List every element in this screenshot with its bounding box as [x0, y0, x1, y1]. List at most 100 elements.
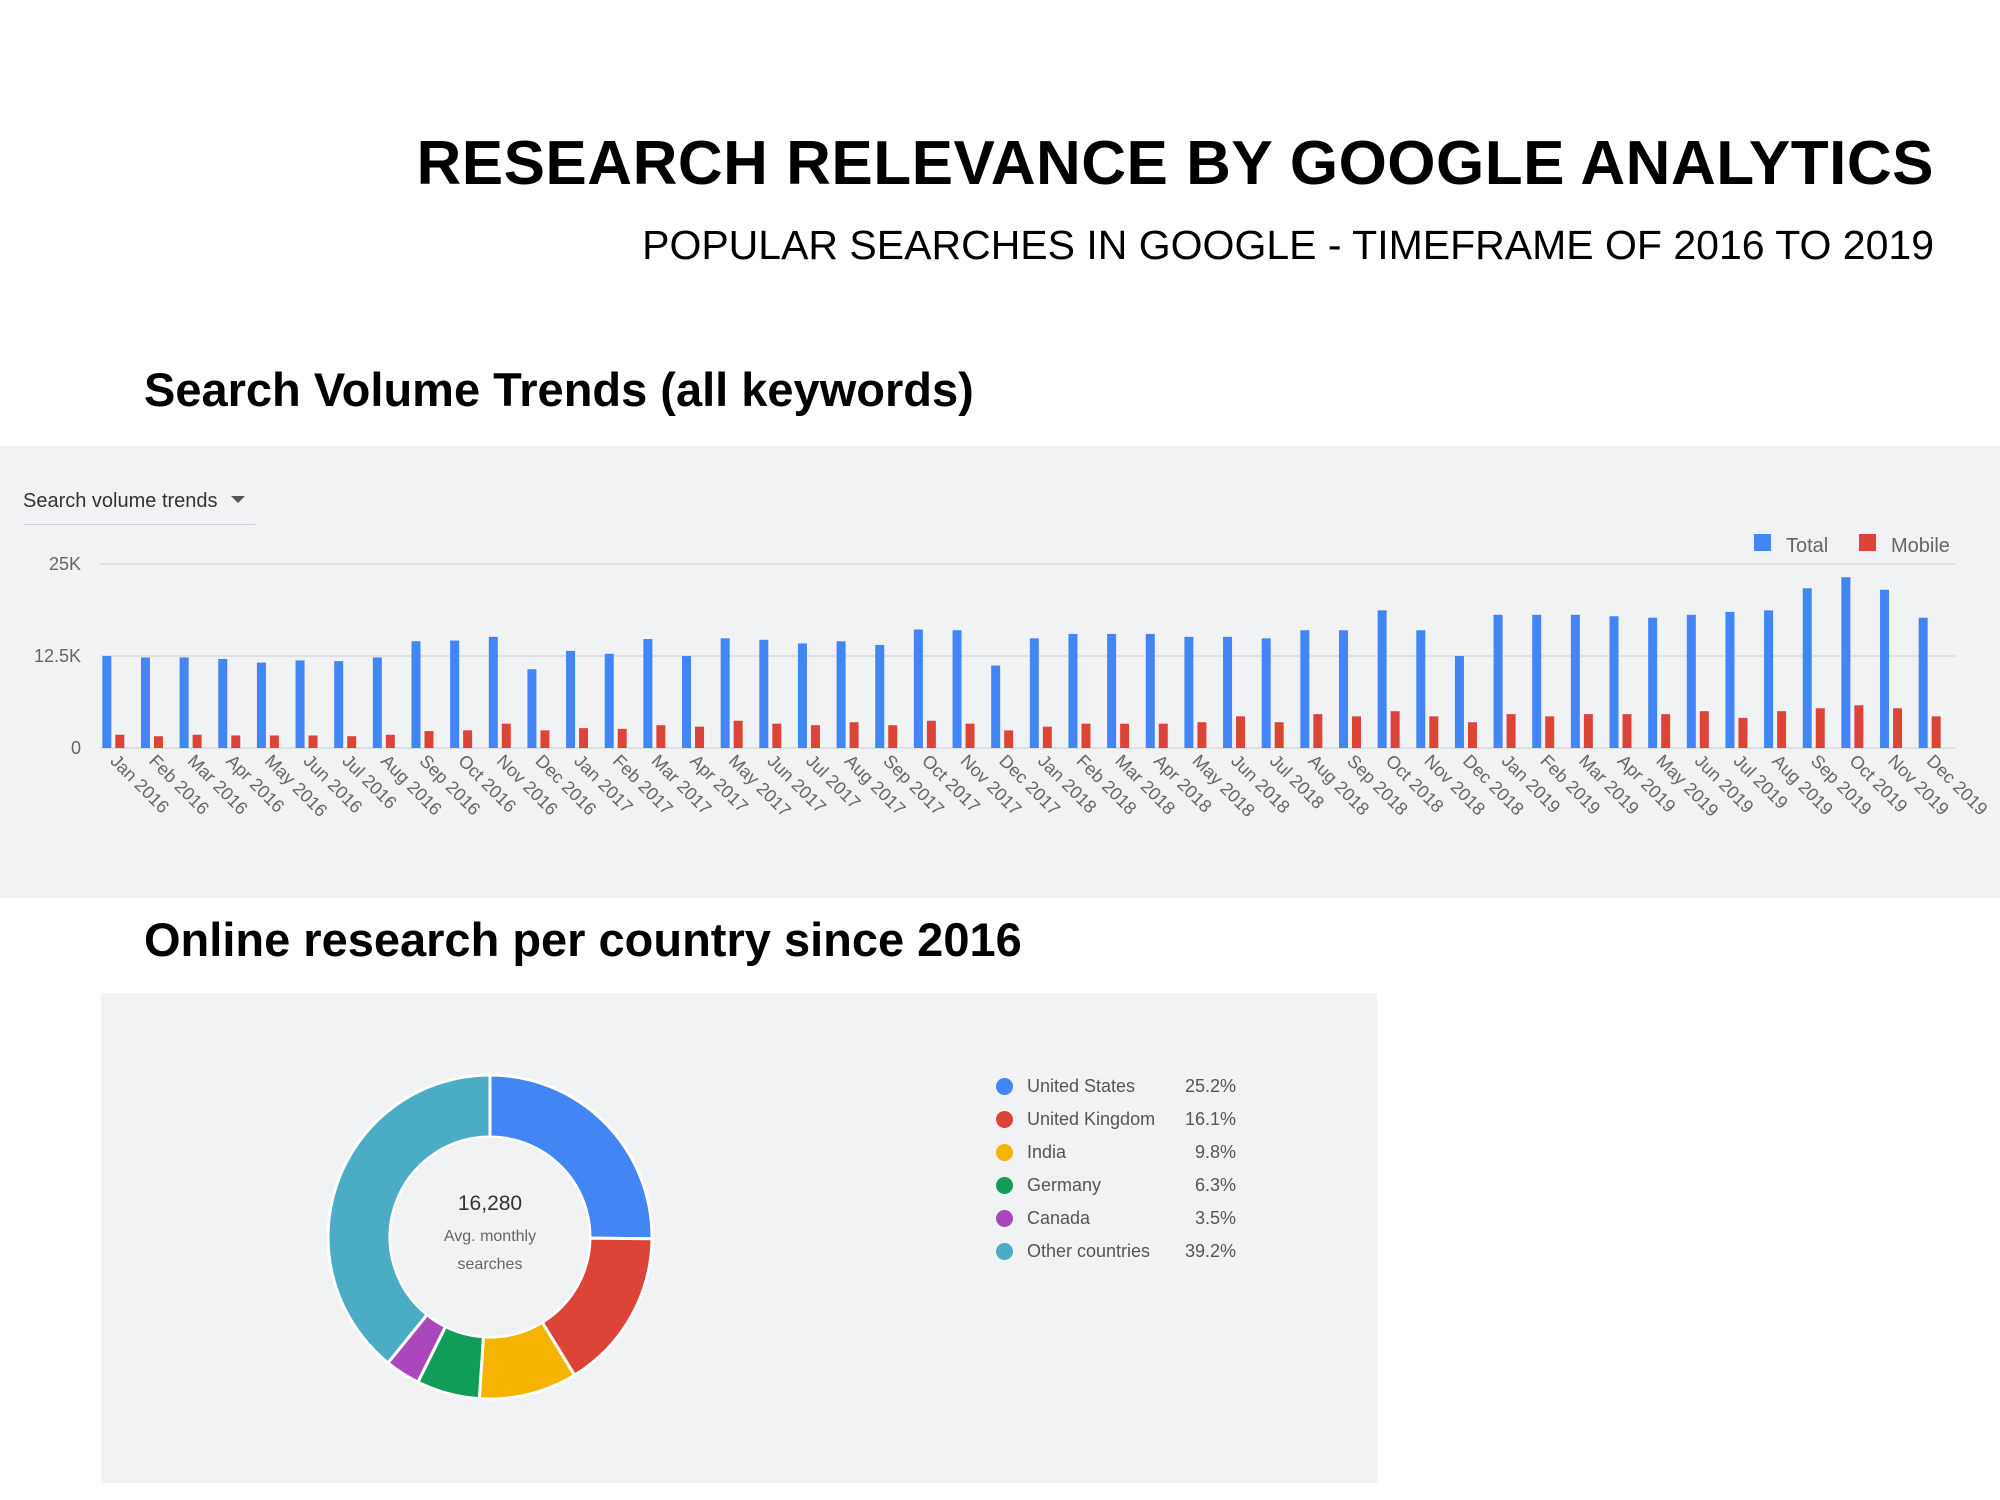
bar-total	[179, 657, 189, 748]
bar-total	[1377, 610, 1387, 748]
bar-mobile	[1854, 705, 1864, 748]
donut-slice	[326, 1073, 492, 1365]
bar-total	[952, 630, 962, 748]
bar-mobile	[115, 734, 125, 748]
bar-mobile	[424, 731, 434, 748]
bar-mobile	[1236, 716, 1246, 748]
bar-total	[1223, 636, 1233, 748]
legend-percentage: 6.3%	[1194, 1175, 1236, 1195]
bar-mobile	[810, 725, 820, 748]
bar-total	[1454, 656, 1464, 748]
legend-item: Other countries 39.2%	[996, 1239, 1236, 1272]
bar-total	[682, 656, 692, 748]
bar-total	[991, 665, 1001, 748]
bar-mobile	[733, 720, 743, 748]
bar-mobile	[1004, 730, 1014, 748]
legend-country-name: Other countries	[1027, 1241, 1151, 1261]
legend-percentage: 16.1%	[1184, 1109, 1236, 1129]
bar-mobile	[1583, 714, 1593, 748]
bar-mobile	[463, 730, 473, 748]
chart-type-dropdown[interactable]: Search volume trends	[23, 488, 255, 525]
y-tick-label: 25K	[49, 554, 81, 574]
bar-total	[720, 638, 730, 748]
bar-total	[334, 661, 344, 748]
bar-total	[450, 640, 460, 748]
bar-total	[372, 657, 382, 748]
legend-country-name: India	[1027, 1142, 1067, 1162]
bar-mobile	[965, 723, 975, 748]
legend-percentage: 9.8%	[1194, 1142, 1236, 1162]
bar-mobile	[1545, 716, 1555, 748]
bar-total	[1802, 588, 1812, 748]
bar-total	[1184, 636, 1194, 748]
legend-dot	[996, 1144, 1013, 1161]
bar-mobile	[1429, 716, 1439, 748]
bar-total	[1532, 614, 1542, 748]
bar-total	[488, 636, 498, 748]
bar-total	[1764, 610, 1774, 748]
bar-mobile	[1506, 714, 1516, 748]
bar-mobile	[1351, 716, 1361, 748]
bar-total	[1145, 633, 1155, 748]
bar-mobile	[1815, 708, 1825, 748]
bar-mobile	[1390, 711, 1400, 748]
legend-label: Mobile	[1891, 535, 1950, 557]
bar-mobile	[1738, 717, 1748, 748]
donut-center-label: searches	[458, 1256, 523, 1273]
bar-total	[140, 657, 150, 748]
bar-total	[527, 669, 537, 748]
donut-slice	[488, 1073, 654, 1241]
bar-mobile	[888, 725, 898, 748]
bar-total	[566, 650, 576, 748]
bar-mobile	[579, 728, 589, 748]
section-title-country: Online research per country since 2016	[144, 913, 1022, 966]
bar-total	[1918, 617, 1928, 748]
bar-total	[1338, 630, 1348, 748]
donut-center-label: Avg. monthly	[444, 1228, 536, 1245]
bar-mobile	[231, 735, 241, 748]
legend-country-name: Germany	[1027, 1175, 1102, 1195]
caret-down-icon	[231, 496, 245, 503]
legend-swatch	[1754, 534, 1771, 551]
bar-mobile	[656, 725, 666, 748]
y-tick-label: 12.5K	[34, 646, 81, 666]
legend-country-name: United States	[1027, 1076, 1136, 1096]
bar-mobile	[192, 734, 202, 748]
legend-country-name: United Kingdom	[1027, 1109, 1156, 1129]
bar-mobile	[269, 735, 279, 748]
bar-total	[913, 629, 923, 748]
bar-total	[1029, 638, 1039, 748]
bar-total	[1841, 577, 1851, 748]
bar-total	[1416, 630, 1426, 748]
bar-total	[102, 656, 112, 748]
page-subtitle: POPULAR SEARCHES IN GOOGLE - TIMEFRAME O…	[642, 222, 1934, 268]
bar-mobile	[1699, 711, 1709, 748]
legend-percentage: 39.2%	[1184, 1241, 1236, 1261]
bar-total	[1570, 614, 1580, 748]
bar-mobile	[1931, 716, 1941, 748]
pie-chart-panel	[101, 993, 1377, 1483]
bar-mobile	[1081, 723, 1091, 748]
bar-mobile	[695, 726, 705, 748]
country-donut-chart: 16,280 Avg. monthly searches	[326, 1073, 654, 1401]
bar-mobile	[1274, 722, 1284, 748]
bar-mobile	[1197, 722, 1207, 748]
bar-total	[1648, 617, 1658, 748]
bar-mobile	[1467, 722, 1477, 748]
legend-dot	[996, 1243, 1013, 1260]
legend-item: United Kingdom 16.1%	[996, 1107, 1236, 1140]
legend-item: United States 25.2%	[996, 1074, 1236, 1107]
bar-mobile	[772, 723, 782, 748]
legend-dot	[996, 1210, 1013, 1227]
bar-total	[411, 641, 421, 748]
bar-mobile	[1777, 711, 1787, 748]
bar-mobile	[1661, 714, 1671, 748]
bar-mobile	[1313, 714, 1323, 748]
bar-mobile	[153, 736, 163, 748]
bar-mobile	[308, 735, 318, 748]
bar-mobile	[385, 734, 395, 748]
legend-label: Total	[1786, 535, 1828, 557]
bar-mobile	[540, 730, 550, 748]
donut-hole	[391, 1138, 589, 1336]
